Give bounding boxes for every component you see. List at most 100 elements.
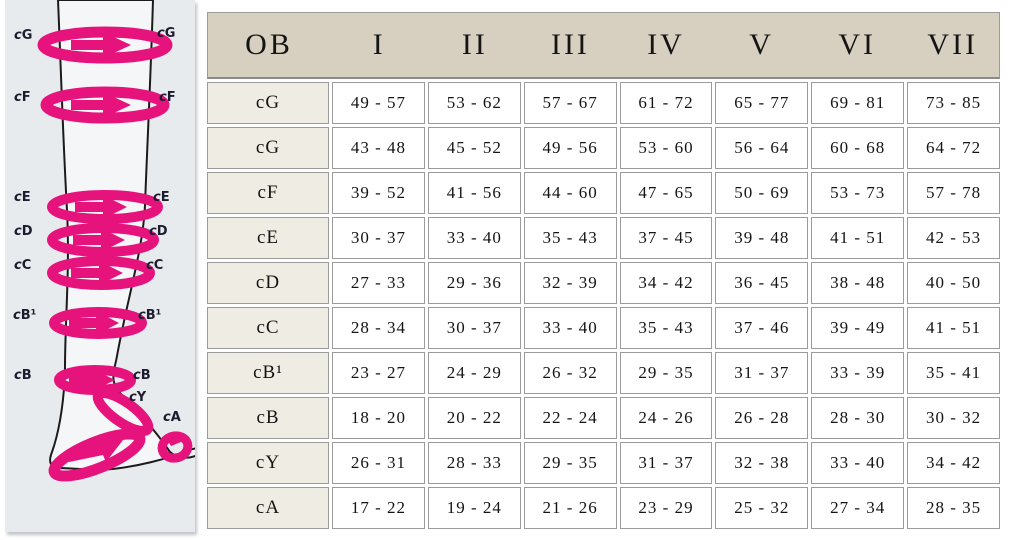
table-cell: 50 - 69 xyxy=(715,172,809,214)
header-size-6: VI xyxy=(838,28,876,61)
table-cell: 45 - 52 xyxy=(427,127,521,169)
arrow-band-cd xyxy=(47,223,159,257)
table-cell: 36 - 45 xyxy=(715,262,809,304)
table-cell: 35 - 43 xyxy=(523,217,617,259)
header-size-1: I xyxy=(372,28,386,61)
leg-label-cf-left: cF xyxy=(14,90,31,105)
table-cell: 42 - 53 xyxy=(907,217,1000,259)
row-label: cE xyxy=(207,217,329,259)
leg-label-ce-left: cE xyxy=(14,190,31,205)
table-cell: 37 - 45 xyxy=(619,217,713,259)
arrow-band-cf xyxy=(40,86,170,124)
row-label: cB xyxy=(207,397,329,439)
table-cell: 21 - 26 xyxy=(523,487,617,529)
size-table: OB I II III IV V VI VII cG 49 - 57 53 - … xyxy=(207,12,1000,529)
table-cell: 31 - 37 xyxy=(715,352,809,394)
leg-label-cb-right: cB xyxy=(133,368,151,383)
leg-label-ce-right: cE xyxy=(153,190,170,205)
table-cell: 29 - 35 xyxy=(523,442,617,484)
table-cell: 61 - 72 xyxy=(619,82,713,124)
row-label: cA xyxy=(207,487,329,529)
table-cell: 24 - 29 xyxy=(427,352,521,394)
leg-illustration xyxy=(37,0,195,482)
row-label: cD xyxy=(207,262,329,304)
table-cell: 28 - 34 xyxy=(332,307,425,349)
table-cell: 32 - 39 xyxy=(523,262,617,304)
table-cell: 30 - 32 xyxy=(907,397,1000,439)
row-label: cG xyxy=(207,127,329,169)
table-cell: 26 - 31 xyxy=(332,442,425,484)
table-cell: 28 - 33 xyxy=(427,442,521,484)
arrow-band-cg xyxy=(37,26,173,64)
header-size-2: II xyxy=(461,28,488,61)
table-cell: 53 - 60 xyxy=(619,127,713,169)
table-cell: 35 - 41 xyxy=(907,352,1000,394)
header-size-3: III xyxy=(550,28,590,61)
leg-label-cb-left: cB xyxy=(14,368,32,383)
table-cell: 53 - 73 xyxy=(811,172,905,214)
row-label: cB¹ xyxy=(207,352,329,394)
table-cell: 57 - 67 xyxy=(523,82,617,124)
leg-label-cf-right: cF xyxy=(159,90,176,105)
table-cell: 39 - 52 xyxy=(332,172,425,214)
table-cell: 49 - 57 xyxy=(332,82,425,124)
table-cell: 41 - 51 xyxy=(907,307,1000,349)
leg-measurement-diagram: cG cG cF cF cE cE cD cD cC cC cB¹ cB¹ cB… xyxy=(5,0,195,532)
table-cell: 56 - 64 xyxy=(715,127,809,169)
leg-label-cb1-left: cB¹ xyxy=(13,308,37,323)
leg-label-cd-right: cD xyxy=(149,224,168,239)
table-cell: 30 - 37 xyxy=(332,217,425,259)
table-cell: 33 - 40 xyxy=(811,442,905,484)
table-cell: 26 - 28 xyxy=(715,397,809,439)
table-cell: 34 - 42 xyxy=(907,442,1000,484)
table-cell: 18 - 20 xyxy=(332,397,425,439)
table-cell: 25 - 32 xyxy=(715,487,809,529)
header-ob: OB xyxy=(245,28,293,61)
row-label: cF xyxy=(207,172,329,214)
size-table-header-row: OB I II III IV V VI VII xyxy=(207,12,1000,79)
table-cell: 41 - 51 xyxy=(811,217,905,259)
table-cell: 47 - 65 xyxy=(619,172,713,214)
table-cell: 33 - 40 xyxy=(523,307,617,349)
table-cell: 22 - 24 xyxy=(523,397,617,439)
row-label: cG xyxy=(207,82,329,124)
table-cell: 26 - 32 xyxy=(523,352,617,394)
table-cell: 19 - 24 xyxy=(427,487,521,529)
table-cell: 33 - 39 xyxy=(811,352,905,394)
table-cell: 24 - 26 xyxy=(619,397,713,439)
leg-label-cd-left: cD xyxy=(14,224,33,239)
table-cell: 41 - 56 xyxy=(427,172,521,214)
leg-label-cb1-right: cB¹ xyxy=(138,308,162,323)
table-cell: 69 - 81 xyxy=(811,82,905,124)
arrow-band-heel xyxy=(48,428,146,482)
table-cell: 37 - 46 xyxy=(715,307,809,349)
table-cell: 32 - 38 xyxy=(715,442,809,484)
table-cell: 28 - 35 xyxy=(907,487,1000,529)
table-cell: 35 - 43 xyxy=(619,307,713,349)
arrow-band-ce xyxy=(47,190,163,224)
table-cell: 65 - 77 xyxy=(715,82,809,124)
table-cell: 44 - 60 xyxy=(523,172,617,214)
table-cell: 60 - 68 xyxy=(811,127,905,169)
leg-label-cg-left: cG xyxy=(14,28,33,43)
table-cell: 33 - 40 xyxy=(427,217,521,259)
header-size-5: V xyxy=(749,28,774,61)
leg-label-cg-right: cG xyxy=(157,26,176,41)
table-cell: 28 - 30 xyxy=(811,397,905,439)
table-cell: 39 - 48 xyxy=(715,217,809,259)
leg-label-cy: cY xyxy=(129,390,147,405)
table-cell: 38 - 48 xyxy=(811,262,905,304)
row-label: cC xyxy=(207,307,329,349)
table-cell: 27 - 34 xyxy=(811,487,905,529)
table-cell: 20 - 22 xyxy=(427,397,521,439)
table-cell: 31 - 37 xyxy=(619,442,713,484)
table-cell: 17 - 22 xyxy=(332,487,425,529)
arrow-band-cy xyxy=(92,387,154,437)
table-cell: 73 - 85 xyxy=(907,82,1000,124)
table-cell: 57 - 78 xyxy=(907,172,1000,214)
leg-label-cc-left: cC xyxy=(14,258,32,273)
table-cell: 43 - 48 xyxy=(332,127,425,169)
table-cell: 34 - 42 xyxy=(619,262,713,304)
arrow-band-cc xyxy=(47,256,155,290)
measurement-arrow-heads xyxy=(65,32,181,462)
